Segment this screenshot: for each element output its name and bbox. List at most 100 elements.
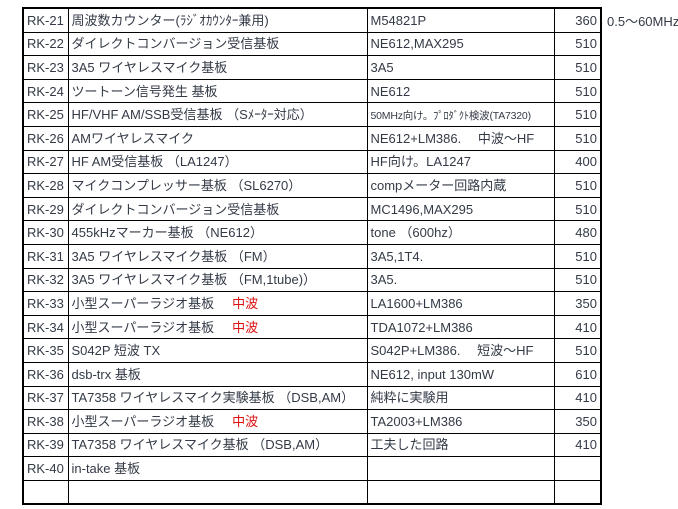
item-price: 510 xyxy=(575,177,597,193)
item-code: RK-25 xyxy=(27,107,64,123)
table-row: RK-36 dsb-trx 基板 NE612, input 130mW 610 xyxy=(22,361,602,387)
item-description: S042P 短波 TX xyxy=(71,343,161,359)
description-cell: 3A5 ワイヤレスマイク基板 （FM,1tube)） xyxy=(67,267,368,293)
item-description: dsb-trx 基板 xyxy=(71,366,141,382)
table-row: RK-34 小型スーパーラジオ基板 中波 TDA1072+LM386 410 xyxy=(22,314,602,340)
table-row: RK-33 小型スーパーラジオ基板 中波 LA1600+LM386 350 xyxy=(22,291,602,316)
description-cell: ダイレクトコンバージョン受信基板 xyxy=(67,31,368,57)
item-code: RK-40 xyxy=(27,461,64,477)
description-cell: TA7358 ワイヤレスマイク基板 （DSB,AM） xyxy=(67,432,368,458)
table-row: RK-31 3A5 ワイヤレスマイク基板 （FM） 3A5,1T4. 510 xyxy=(22,243,602,269)
description-cell: 小型スーパーラジオ基板 中波 xyxy=(67,409,368,434)
note-cell: NE612+LM386. 中波～HF xyxy=(366,125,555,151)
note-cell: NE612 xyxy=(366,78,555,104)
item-note: TA2003+LM386 xyxy=(370,413,463,429)
item-note: NE612+LM386. 中波～HF xyxy=(370,130,535,146)
item-note: S042P+LM386. 短波～HF xyxy=(370,343,534,359)
note-cell: 3A5 xyxy=(366,55,555,80)
description-cell: 3A5 ワイヤレスマイク基板 （FM） xyxy=(67,243,368,269)
code-cell: RK-28 xyxy=(22,173,69,198)
item-code: RK-29 xyxy=(27,201,64,217)
item-price: 510 xyxy=(575,59,597,75)
item-code: RK-26 xyxy=(27,130,64,146)
item-description: TA7358 ワイヤレスマイク基板 （DSB,AM） xyxy=(71,437,329,453)
item-price: 480 xyxy=(575,225,597,241)
price-cell: 510 xyxy=(553,267,602,293)
description-cell: TA7358 ワイヤレスマイク実験基板 （DSB,AM） xyxy=(67,385,368,411)
code-cell: RK-34 xyxy=(22,314,69,340)
item-code: RK-31 xyxy=(27,248,64,264)
note-cell xyxy=(366,479,555,505)
item-price: 510 xyxy=(575,107,597,123)
item-description: TA7358 ワイヤレスマイク実験基板 （DSB,AM） xyxy=(71,390,355,406)
price-cell: 510 xyxy=(553,243,602,269)
code-cell: RK-38 xyxy=(22,409,69,434)
item-description: 周波数カウンター(ﾗｼﾞｵｶｳﾝﾀｰ兼用) xyxy=(71,12,269,28)
note-cell: 3A5,1T4. xyxy=(366,243,555,269)
item-note: NE612 xyxy=(370,83,411,99)
item-description: マイクコンプレッサー基板 （SL6270） xyxy=(71,177,302,193)
note-cell: S042P+LM386. 短波～HF xyxy=(366,338,555,363)
table-row: RK-29 ダイレクトコンバージョン受信基板 MC1496,MAX295 510 xyxy=(22,196,602,222)
item-code: RK-30 xyxy=(27,225,64,241)
item-price: 410 xyxy=(575,319,597,335)
item-note: M54821P xyxy=(370,12,427,28)
item-note: TDA1072+LM386 xyxy=(370,319,473,335)
price-cell: 510 xyxy=(553,78,602,104)
price-cell: 400 xyxy=(553,149,602,175)
item-note: tone （600hz） xyxy=(370,225,461,241)
item-price: 510 xyxy=(575,36,597,52)
item-note: NE612, input 130mW xyxy=(370,366,495,382)
note-cell: 工夫した回路 xyxy=(366,432,555,458)
item-note: 3A5,1T4. xyxy=(370,248,424,264)
item-code: RK-23 xyxy=(27,59,64,75)
item-description: 小型スーパーラジオ基板 xyxy=(71,295,215,311)
code-cell: RK-36 xyxy=(22,361,69,387)
item-note: LA1600+LM386 xyxy=(370,295,463,311)
item-price: 510 xyxy=(575,130,597,146)
table-row: RK-23 3A5 ワイヤレスマイク基板 3A5 510 xyxy=(22,55,602,80)
item-description: ダイレクトコンバージョン受信基板 xyxy=(71,201,280,217)
item-note: 工夫した回路 xyxy=(370,437,449,453)
item-price: 510 xyxy=(575,272,597,288)
item-code: RK-35 xyxy=(27,343,64,359)
description-cell: マイクコンプレッサー基板 （SL6270） xyxy=(67,173,368,198)
item-description: 3A5 ワイヤレスマイク基板 xyxy=(71,59,228,75)
table-row: RK-21 周波数カウンター(ﾗｼﾞｵｶｳﾝﾀｰ兼用) M54821P 360 xyxy=(22,7,602,33)
price-cell: 510 xyxy=(553,102,602,127)
item-price: 510 xyxy=(575,201,597,217)
table-row: RK-27 HF AM受信基板 （LA1247） HF向け。LA1247 400 xyxy=(22,149,602,175)
code-cell: RK-39 xyxy=(22,432,69,458)
description-cell: 周波数カウンター(ﾗｼﾞｵｶｳﾝﾀｰ兼用) xyxy=(67,7,368,33)
table-row: RK-28 マイクコンプレッサー基板 （SL6270） compメーター回路内蔵… xyxy=(22,173,602,198)
price-cell: 410 xyxy=(553,314,602,340)
price-cell xyxy=(553,479,602,505)
item-description: ダイレクトコンバージョン受信基板 xyxy=(71,36,280,52)
code-cell: RK-30 xyxy=(22,220,69,245)
description-cell: 小型スーパーラジオ基板 中波 xyxy=(67,314,368,340)
price-table: RK-21 周波数カウンター(ﾗｼﾞｵｶｳﾝﾀｰ兼用) M54821P 360 … xyxy=(22,7,602,506)
item-code: RK-38 xyxy=(27,413,64,429)
note-cell: M54821P xyxy=(366,7,555,33)
item-code: RK-24 xyxy=(27,83,64,99)
frequency-range-note: 0.5～60MHz xyxy=(607,14,678,29)
item-description: in-take 基板 xyxy=(71,461,141,477)
table-row: RK-25 HF/VHF AM/SSB受信基板 （Sﾒｰﾀｰ対応） 50MHz向… xyxy=(22,102,602,127)
price-cell: 480 xyxy=(553,220,602,245)
price-cell: 510 xyxy=(553,338,602,363)
price-cell xyxy=(553,456,602,481)
item-code: RK-34 xyxy=(27,319,64,335)
price-cell: 410 xyxy=(553,385,602,411)
description-cell xyxy=(67,479,368,505)
table-row: RK-26 AMワイヤレスマイク NE612+LM386. 中波～HF 510 xyxy=(22,125,602,151)
item-note: 3A5 xyxy=(370,59,394,75)
note-cell: TDA1072+LM386 xyxy=(366,314,555,340)
code-cell: RK-27 xyxy=(22,149,69,175)
note-cell: NE612,MAX295 xyxy=(366,31,555,57)
note-cell: tone （600hz） xyxy=(366,220,555,245)
item-description: HF/VHF AM/SSB受信基板 （Sﾒｰﾀｰ対応） xyxy=(71,107,313,123)
note-cell xyxy=(366,456,555,481)
description-cell: 小型スーパーラジオ基板 中波 xyxy=(67,291,368,316)
code-cell: RK-37 xyxy=(22,385,69,411)
table-row xyxy=(22,479,602,505)
